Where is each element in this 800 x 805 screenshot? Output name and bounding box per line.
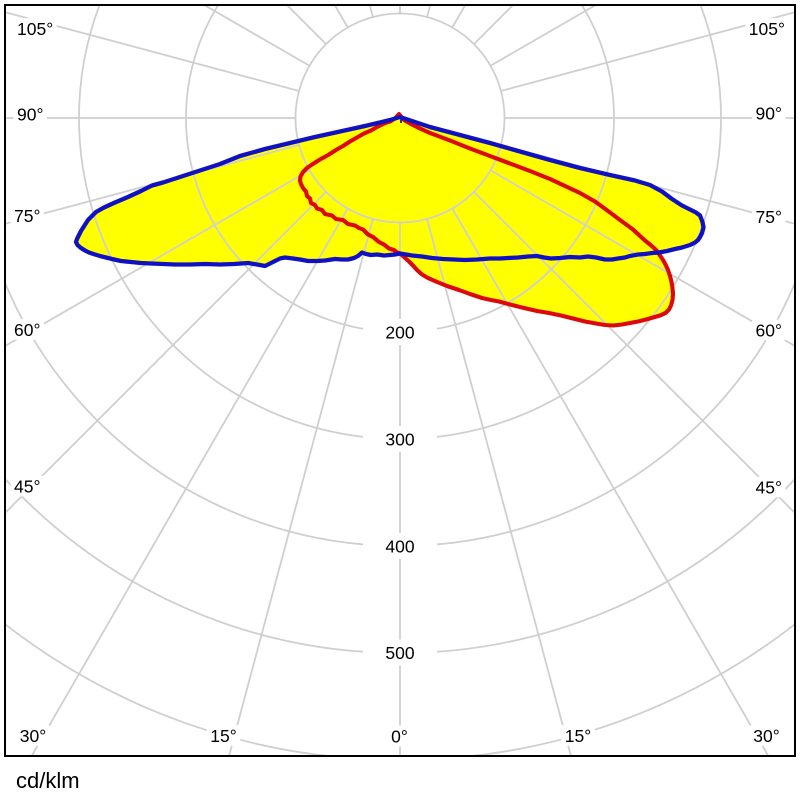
svg-text:cd/klm: cd/klm — [16, 768, 80, 793]
svg-text:400: 400 — [385, 536, 414, 556]
svg-text:200: 200 — [385, 322, 414, 342]
svg-text:500: 500 — [385, 643, 414, 663]
svg-text:60°: 60° — [756, 320, 782, 340]
svg-text:60°: 60° — [14, 320, 40, 340]
svg-text:30°: 30° — [20, 726, 46, 746]
svg-text:45°: 45° — [756, 477, 782, 497]
svg-text:75°: 75° — [756, 207, 782, 227]
svg-text:15°: 15° — [210, 726, 236, 746]
svg-text:90°: 90° — [17, 104, 43, 124]
svg-text:105°: 105° — [749, 19, 785, 39]
svg-text:45°: 45° — [14, 476, 40, 496]
svg-text:105°: 105° — [17, 19, 53, 39]
svg-text:300: 300 — [385, 429, 414, 449]
svg-text:30°: 30° — [753, 726, 779, 746]
svg-text:75°: 75° — [14, 206, 40, 226]
svg-text:15°: 15° — [565, 726, 591, 746]
svg-text:0°: 0° — [391, 726, 408, 746]
svg-text:90°: 90° — [756, 103, 782, 123]
